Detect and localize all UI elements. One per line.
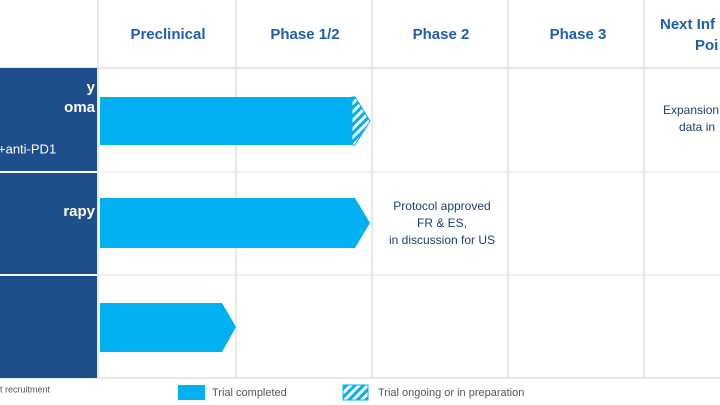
column-header: Phase 2 [413,26,470,43]
column-header: Phase 3 [550,26,607,43]
row-label: rapy [63,203,95,220]
row-label: oma [64,99,96,116]
row-label-box [0,68,97,171]
legend-label: Trial ongoing or in preparation [378,387,524,399]
progress-bar [100,303,236,352]
column-header: Poi [695,37,718,54]
row-label-box [0,276,97,378]
annotation: FR & ES, [417,216,467,230]
column-header: Preclinical [130,26,205,43]
column-header: Phase 1/2 [270,26,339,43]
row-label-box [0,173,97,274]
row-label: y [87,79,96,96]
progress-bar [100,198,370,248]
footnote: t recruitment [0,384,51,394]
grid [0,0,720,379]
legend-label: Trial completed [212,387,287,399]
annotation: in discussion for US [389,233,495,247]
annotation: data in [679,120,715,134]
annotation: Protocol approved [393,199,490,213]
legend-swatch [178,385,205,400]
annotation: Expansion [663,103,719,117]
row-label: +anti-PD1 [0,141,56,156]
legend-swatch [342,384,369,401]
column-header: Next Inf [660,16,716,33]
progress-bar [100,97,370,145]
progress-bar-ongoing [351,96,371,146]
